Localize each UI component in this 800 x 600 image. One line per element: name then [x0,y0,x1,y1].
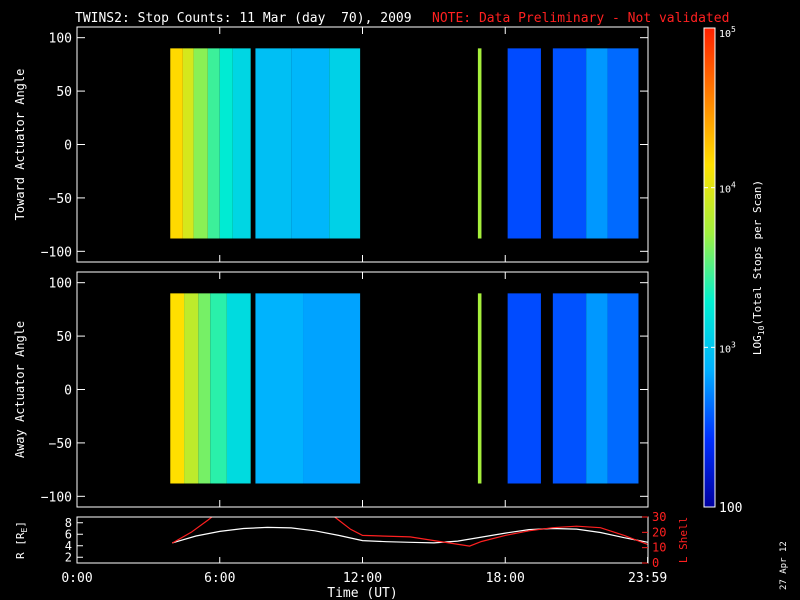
y2-tick-label: 10 [652,541,666,555]
heatmap-block-0 [170,48,183,239]
y-tick-label: 0 [64,139,72,154]
y-tick-label: 50 [56,330,72,345]
x-tick-label: 0:00 [61,571,92,586]
colorbar-label-main: LOG [751,335,764,355]
y-axis-label-sub: E [20,527,29,532]
heatmap-block-2 [198,293,211,484]
y-axis-label: R [RE] [14,521,29,559]
y2-tick-label: 20 [652,525,666,539]
y2-tick-label: 0 [652,556,659,570]
heatmap-block-6 [255,48,292,239]
heatmap-block-5 [255,293,304,484]
y2-axis-label: L Shell [677,517,690,563]
x-tick-label: 12:00 [343,571,382,586]
datestamp: 27 Apr 12 [779,541,789,590]
colorbar-tick-base: 10 [719,185,731,196]
y-tick-label: 50 [56,85,72,100]
heatmap-block-0 [170,293,185,484]
y-axis-label: Toward Actuator Angle [13,69,27,221]
heatmap-block-12 [586,48,608,239]
colorbar-tick-label: 105 [719,25,736,40]
heatmap-block-7 [291,48,330,239]
l-shell-line [171,517,648,547]
preliminary-note: NOTE: Data Preliminary - Not validated [432,11,729,26]
toward-angle-panel: −100 −50 0 50 100 Toward Actuator Angle [13,26,649,263]
heatmap-block-5 [232,48,251,239]
colorbar-tick-label: 103 [719,340,736,355]
heatmap-block-9 [552,293,587,484]
colorbar-tick-base: 100 [719,501,742,516]
colorbar-tick-label: 104 [719,181,736,196]
y-tick-label: 6 [65,527,72,541]
heatmap-block-9 [477,48,482,239]
colorbar-tick-base: 10 [719,344,731,355]
colorbar-scale [703,27,716,508]
x-tick-label: 18:00 [486,571,525,586]
colorbar-tick-label: 100 [719,501,742,516]
y-axis-label-tail: ] [14,521,27,528]
heatmap-block-1 [184,293,199,484]
heatmap-block-7 [477,293,482,484]
x-axis-label: Time (UT) [327,586,397,600]
heatmap-block-10 [586,293,608,484]
heatmap-block-2 [193,48,208,239]
heatmap-block-3 [210,293,227,484]
figure-title: TWINS2: Stop Counts: 11 Mar (day 70), 20… [75,11,412,26]
y-tick-label: 100 [49,32,72,47]
colorbar-tick-exp: 4 [731,181,736,190]
y-tick-label: 2 [65,550,72,564]
y-tick-label: −100 [41,245,72,260]
heatmap-block-10 [507,48,541,239]
y-tick-label: 0 [64,384,72,399]
heatmap-block-11 [607,293,639,484]
heatmap-block-8 [507,293,541,484]
heatmap-block-1 [182,48,194,239]
heatmap-block-3 [207,48,220,239]
heatmap-block-4 [219,48,233,239]
y2-tick-label: 30 [652,510,666,524]
x-tick-label: 6:00 [204,571,235,586]
y-tick-label: 8 [65,516,72,530]
heatmap-block-13 [607,48,639,239]
x-tick-label: 23:59 [628,571,667,586]
y-tick-label: 4 [65,539,72,553]
away-angle-panel: −100 −50 0 50 100 Away Actuator Angle [13,271,649,508]
heatmap-block-6 [303,293,361,484]
colorbar-tick-base: 10 [719,29,731,40]
colorbar-label: LOG10(Total Stops per Scan) [751,180,766,355]
colorbar-tick-exp: 5 [731,25,736,34]
colorbar-label-tail: (Total Stops per Scan) [751,180,764,326]
heatmap-block-4 [226,293,251,484]
colorbar-label-sub: 10 [757,325,766,335]
radius-line [172,526,648,544]
colorbar-tick-exp: 3 [731,340,736,349]
y-tick-label: 100 [49,277,72,292]
y-axis-label: Away Actuator Angle [13,321,27,458]
y-tick-label: −50 [49,192,72,207]
heatmap-block-8 [329,48,361,239]
y-tick-label: −100 [41,490,72,505]
heatmap-block-11 [552,48,587,239]
y-tick-label: −50 [49,437,72,452]
y-axis-label-main: R [R [14,532,27,559]
